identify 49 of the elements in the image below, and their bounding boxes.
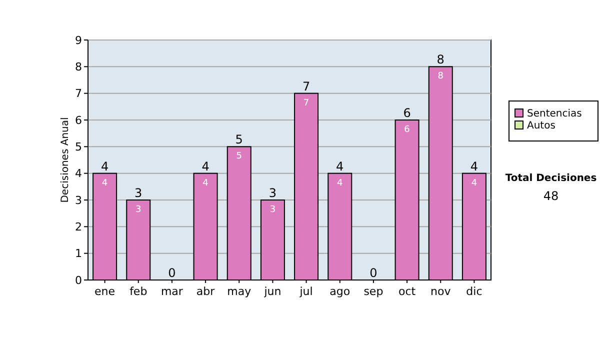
y-tick-label: 7 xyxy=(75,87,82,100)
data-label: 3 xyxy=(270,205,276,215)
y-tick-label: 4 xyxy=(75,167,82,180)
text: 48 xyxy=(543,189,559,203)
y-tick-label: 3 xyxy=(75,194,82,207)
x-tick-label: dic xyxy=(466,285,482,298)
y-tick-label: 9 xyxy=(75,34,82,47)
x-tick-label: feb xyxy=(130,285,148,298)
total-label: 0 xyxy=(168,266,176,280)
x-tick-label: mar xyxy=(160,285,184,298)
total-label: 8 xyxy=(436,52,444,67)
text: Total Decisiones xyxy=(505,173,597,184)
data-label: 4 xyxy=(337,178,344,188)
legend-label: Autos xyxy=(527,120,556,132)
total-label: 7 xyxy=(302,79,310,94)
y-tick-label: 1 xyxy=(75,247,82,260)
total-label: 4 xyxy=(336,159,344,174)
data-label: 4 xyxy=(471,178,478,188)
x-tick-label: oct xyxy=(398,285,416,298)
y-tick-label: 0 xyxy=(75,274,82,287)
y-tick-label: 6 xyxy=(75,114,82,127)
y-tick-label: 5 xyxy=(75,140,82,154)
x-tick-label: may xyxy=(227,285,252,298)
x-tick-label: jun xyxy=(263,285,282,298)
x-tick-label: sep xyxy=(364,285,384,298)
y-tick-label: 8 xyxy=(75,60,82,74)
data-label: 8 xyxy=(438,72,444,82)
data-label: 5 xyxy=(236,152,242,162)
y-tick-label: 2 xyxy=(75,220,82,234)
data-label: 7 xyxy=(303,98,310,108)
data-label: 4 xyxy=(102,178,108,188)
total-label: 6 xyxy=(403,106,411,120)
x-tick-label: ago xyxy=(330,285,350,298)
data-label: 6 xyxy=(404,125,410,135)
total-label: 3 xyxy=(134,186,142,200)
total-label: 4 xyxy=(100,159,109,174)
data-label: 3 xyxy=(136,205,142,215)
legend-label: Sentencias xyxy=(527,108,582,120)
total-label: 4 xyxy=(202,159,210,174)
total-label: 4 xyxy=(470,159,478,174)
total-label: 3 xyxy=(268,186,277,200)
total-label: 0 xyxy=(370,266,378,280)
x-tick-label: abr xyxy=(196,285,216,298)
x-tick-label: jul xyxy=(298,285,313,298)
total-label: 5 xyxy=(235,132,243,147)
x-tick-label: nov xyxy=(430,285,452,298)
y-axis-title: Decisiones Anual xyxy=(60,117,71,203)
x-tick-label: ene xyxy=(94,285,116,298)
data-label: 4 xyxy=(202,178,209,188)
